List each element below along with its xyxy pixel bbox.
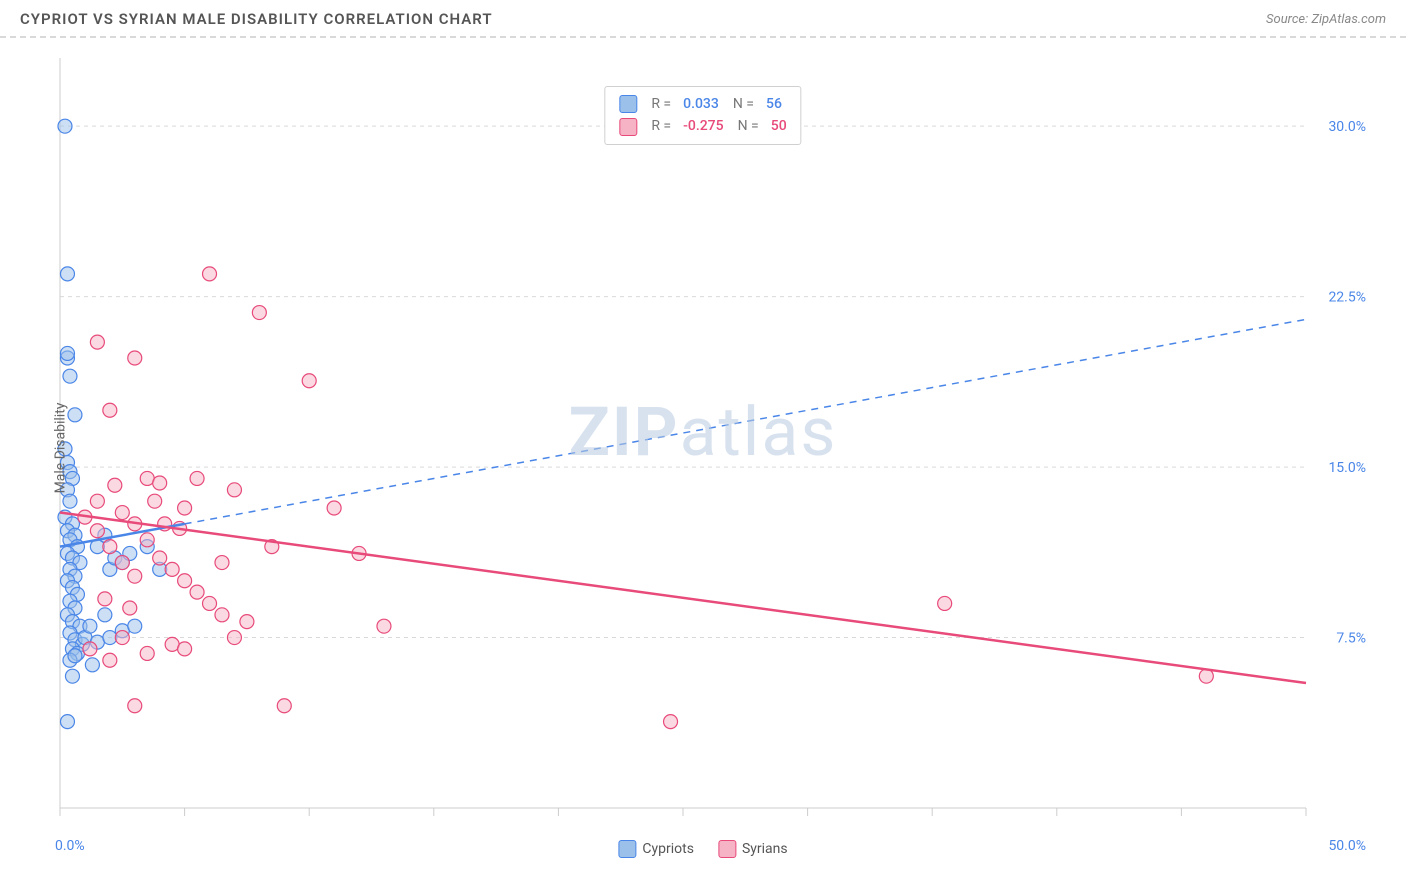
legend-row-syrians: R = -0.275 N = 50	[619, 115, 786, 137]
r-value-cypriots: 0.033	[683, 93, 719, 115]
svg-text:7.5%: 7.5%	[1336, 631, 1366, 647]
y-axis-label: Male Disability	[52, 403, 68, 494]
svg-text:50.0%: 50.0%	[1328, 838, 1366, 854]
svg-text:30.0%: 30.0%	[1328, 119, 1366, 135]
swatch-cypriots	[619, 95, 637, 113]
correlation-legend: R = 0.033 N = 56 R = -0.275 N = 50	[604, 86, 801, 145]
chart-header: CYPRIOT VS SYRIAN MALE DISABILITY CORREL…	[0, 0, 1406, 38]
chart-container: Male Disability R = 0.033 N = 56 R = -0.…	[0, 38, 1406, 858]
chart-title: CYPRIOT VS SYRIAN MALE DISABILITY CORREL…	[20, 10, 493, 28]
swatch-syrians	[619, 118, 637, 136]
svg-text:22.5%: 22.5%	[1328, 290, 1366, 306]
svg-text:15.0%: 15.0%	[1328, 460, 1366, 476]
series-legend: Cypriots Syrians	[618, 840, 787, 858]
legend-item-cypriots: Cypriots	[618, 840, 694, 858]
swatch-cypriots-icon	[618, 840, 636, 858]
swatch-syrians-icon	[718, 840, 736, 858]
r-value-syrians: -0.275	[683, 115, 723, 137]
svg-text:0.0%: 0.0%	[55, 838, 85, 854]
n-value-cypriots: 56	[766, 93, 782, 115]
source-attribution: Source: ZipAtlas.com	[1266, 12, 1386, 27]
legend-item-syrians: Syrians	[718, 840, 788, 858]
legend-row-cypriots: R = 0.033 N = 56	[619, 93, 786, 115]
n-value-syrians: 50	[771, 115, 787, 137]
scatter-chart: 7.5% 15.0% 22.5% 30.0% 0.0% 50.0%	[20, 38, 1376, 858]
